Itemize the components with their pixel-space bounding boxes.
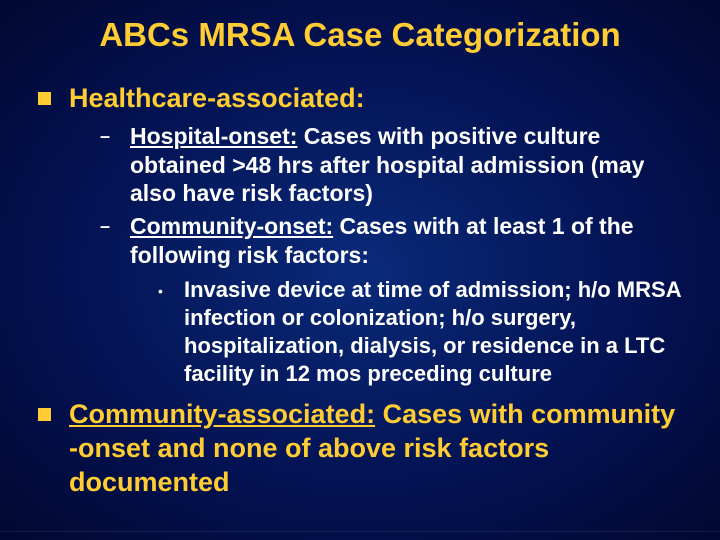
dash-bullet-icon: – [100, 126, 114, 147]
lvl2-text: Hospital-onset: Cases with positive cult… [130, 122, 682, 208]
lvl2-text: Community-onset: Cases with at least 1 o… [130, 212, 682, 270]
bullet-lvl1: Healthcare-associated: [38, 82, 682, 116]
lvl2-underline: Community-onset: [130, 213, 333, 239]
lvl2-block: – Hospital-onset: Cases with positive cu… [100, 122, 682, 270]
bullet-lvl1: Community-associated: Cases with communi… [38, 398, 682, 499]
footer-divider [0, 531, 720, 532]
lvl1-text: Community-associated: Cases with communi… [69, 398, 682, 499]
bullet-lvl2: – Community-onset: Cases with at least 1… [100, 212, 682, 270]
slide-title: ABCs MRSA Case Categorization [38, 16, 682, 54]
lvl1-underline: Community-associated: [69, 399, 375, 429]
dash-bullet-icon: – [100, 216, 114, 237]
dot-bullet-icon: • [158, 283, 168, 299]
square-bullet-icon [38, 408, 51, 421]
bullet-lvl3: • Invasive device at time of admission; … [158, 276, 682, 389]
lvl3-block: • Invasive device at time of admission; … [158, 276, 682, 389]
bullet-lvl2: – Hospital-onset: Cases with positive cu… [100, 122, 682, 208]
slide: ABCs MRSA Case Categorization Healthcare… [0, 0, 720, 540]
square-bullet-icon [38, 92, 51, 105]
lvl3-text: Invasive device at time of admission; h/… [184, 276, 682, 389]
lvl2-underline: Hospital-onset: [130, 123, 297, 149]
lvl1-heading: Healthcare-associated: [69, 82, 365, 116]
